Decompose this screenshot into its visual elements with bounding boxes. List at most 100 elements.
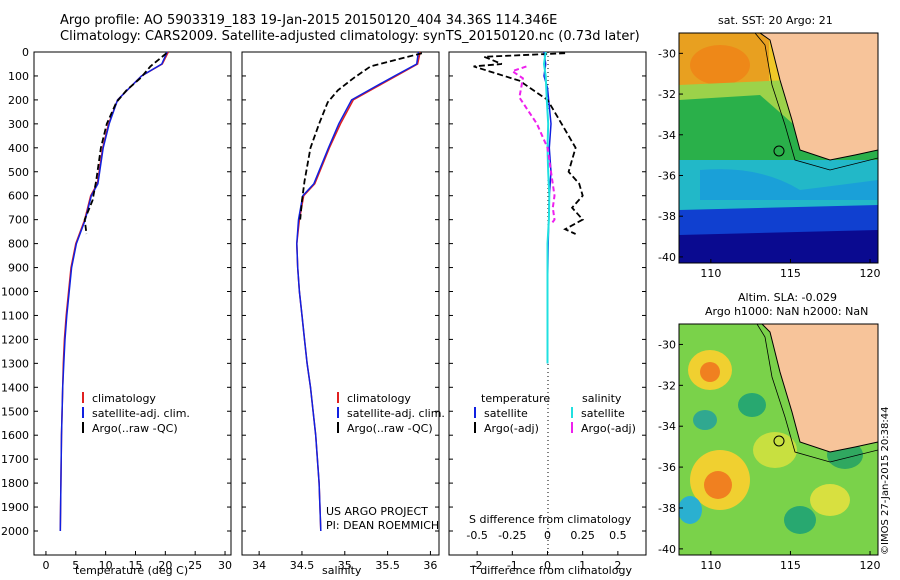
header-line-2: Climatology: CARS2009. Satellite-adjuste… bbox=[60, 29, 640, 44]
temperature-argo-line bbox=[83, 52, 168, 235]
temperature-x-tick-label: 25 bbox=[188, 559, 202, 572]
t-difference-x-tick-label: 1 bbox=[579, 559, 586, 572]
legend-swatch bbox=[337, 407, 339, 418]
series-layer bbox=[59, 51, 585, 532]
difference-x-axis: -2 -1 0 1 2 bbox=[472, 551, 621, 572]
legend-swatch bbox=[571, 422, 573, 433]
legend-swatch bbox=[82, 407, 84, 418]
depth-tick-label: 900 bbox=[8, 262, 29, 275]
temperature-x-tick-label: 30 bbox=[218, 559, 232, 572]
t-difference-x-tick-label: -1 bbox=[507, 559, 518, 572]
legend-swatch bbox=[571, 407, 573, 418]
legend-swatch bbox=[337, 422, 339, 433]
depth-tick-label: 1700 bbox=[1, 453, 29, 466]
legend-swatch bbox=[474, 422, 476, 433]
legend-label: Argo(..raw -QC) bbox=[347, 422, 433, 435]
s-difference-tick-label: -0.25 bbox=[498, 529, 526, 542]
temperature-x-tick-label: 5 bbox=[72, 559, 79, 572]
salinity-satellite-line bbox=[296, 51, 420, 532]
legend-item-argo: Argo(..raw -QC) bbox=[333, 421, 445, 436]
depth-tick-label: 800 bbox=[8, 238, 29, 251]
temperature-climatology-line bbox=[59, 51, 169, 532]
legend-label: Argo(..raw -QC) bbox=[92, 422, 178, 435]
legend-item-satellite: satellite-adj. clim. bbox=[333, 406, 445, 421]
legend-item-temp-argo: Argo(-adj) bbox=[474, 421, 550, 436]
salinity-argo-line bbox=[299, 52, 423, 220]
depth-tick-label: 600 bbox=[8, 190, 29, 203]
legend-label: satellite-adj. clim. bbox=[92, 407, 190, 420]
sal-diff-argo-line bbox=[510, 65, 556, 225]
temperature-satellite-line bbox=[59, 51, 168, 532]
legend-swatch bbox=[82, 392, 84, 403]
legend-label: climatology bbox=[92, 392, 156, 405]
sst-map-title: sat. SST: 20 Argo: 21 bbox=[718, 14, 833, 27]
legend-label: satellite bbox=[484, 407, 528, 420]
temperature-panel-frame bbox=[33, 51, 232, 556]
t-difference-x-tick-label: 0 bbox=[544, 559, 551, 572]
legend-label: Argo(-adj) bbox=[484, 422, 539, 435]
salinity-x-tick-label: 35.5 bbox=[375, 559, 400, 572]
depth-tick-label: 1600 bbox=[1, 429, 29, 442]
s-difference-x-axis: -0.5 -0.25 0 0.25 0.5 bbox=[466, 529, 626, 542]
temperature-x-tick-label: 10 bbox=[99, 559, 113, 572]
temperature-x-tick-label: 0 bbox=[42, 559, 49, 572]
depth-tick-label: 500 bbox=[8, 166, 29, 179]
salinity-x-tick-label: 36 bbox=[423, 559, 437, 572]
salinity-x-axis: 34 34.5 35 35.5 36 bbox=[252, 551, 437, 572]
legend-label: satellite-adj. clim. bbox=[347, 407, 445, 420]
s-difference-tick-label: 0.25 bbox=[570, 529, 595, 542]
depth-tick-label: 0 bbox=[22, 46, 29, 59]
s-difference-tick-label: -0.5 bbox=[466, 529, 487, 542]
salinity-x-tick-label: 35 bbox=[338, 559, 352, 572]
salinity-x-tick-label: 34.5 bbox=[290, 559, 315, 572]
project-credit: US ARGO PROJECT PI: DEAN ROEMMICH bbox=[326, 505, 439, 533]
salinity-panel-frame bbox=[241, 51, 440, 556]
temperature-x-tick-label: 15 bbox=[128, 559, 142, 572]
sla-map-title-2: Argo h1000: NaN h2000: NaN bbox=[705, 305, 869, 318]
temperature-xlabel: temperature (deg C) bbox=[75, 564, 189, 577]
legend-label: satellite bbox=[581, 407, 625, 420]
depth-tick-label: 1100 bbox=[1, 309, 29, 322]
legend-item-argo: Argo(..raw -QC) bbox=[78, 421, 190, 436]
legend-swatch bbox=[474, 407, 476, 418]
salinity-x-tick-label: 34 bbox=[252, 559, 266, 572]
legend-item-climatology: climatology bbox=[78, 391, 190, 406]
salinity-xlabel: salinity bbox=[322, 564, 362, 577]
s-difference-xlabel: S difference from climatology bbox=[469, 513, 632, 526]
depth-tick-label: 1300 bbox=[1, 357, 29, 370]
legend-title-temperature: temperature bbox=[481, 392, 551, 405]
project-line-2: PI: DEAN ROEMMICH bbox=[326, 519, 440, 532]
depth-tick-label: 2000 bbox=[1, 525, 29, 538]
sla-map-title-1: Altim. SLA: -0.029 bbox=[738, 291, 838, 304]
legend-item-climatology: climatology bbox=[333, 391, 445, 406]
temp-diff-legend: temperature satellite Argo(-adj) bbox=[474, 391, 551, 436]
temperature-x-tick-label: 20 bbox=[158, 559, 172, 572]
sal-diff-legend: salinity satellite Argo(-adj) bbox=[571, 391, 636, 436]
t-difference-x-tick-label: -2 bbox=[472, 559, 483, 572]
depth-tick-label: 1000 bbox=[1, 286, 29, 299]
legend-swatch bbox=[337, 392, 339, 403]
sal-diff-satellite-line bbox=[542, 51, 551, 364]
temp-diff-argo-line bbox=[473, 52, 585, 235]
salinity-legend: climatology satellite-adj. clim. Argo(..… bbox=[333, 391, 445, 436]
s-difference-tick-label: 0.5 bbox=[609, 529, 627, 542]
depth-tick-label: 1400 bbox=[1, 381, 29, 394]
depth-tick-label: 1200 bbox=[1, 333, 29, 346]
legend-label: climatology bbox=[347, 392, 411, 405]
depth-tick-label: 1800 bbox=[1, 477, 29, 490]
depth-tick-label: 200 bbox=[8, 94, 29, 107]
legend-item-sal-argo: Argo(-adj) bbox=[571, 421, 636, 436]
legend-title-salinity: salinity bbox=[582, 392, 622, 405]
salinity-climatology-line bbox=[296, 51, 421, 532]
depth-axis: 0 100 200 300 400 500 600 700 800 900 1000 1100 1200… bbox=[1, 46, 646, 538]
legend-item-temp-satellite: satellite bbox=[474, 406, 550, 421]
legend-item-sal-satellite: satellite bbox=[571, 406, 636, 421]
depth-tick-label: 1500 bbox=[1, 405, 29, 418]
legend-item-satellite: satellite-adj. clim. bbox=[78, 406, 190, 421]
depth-tick-label: 700 bbox=[8, 214, 29, 227]
t-difference-x-tick-label: 2 bbox=[614, 559, 621, 572]
depth-tick-label: 1900 bbox=[1, 501, 29, 514]
project-line-1: US ARGO PROJECT bbox=[326, 505, 428, 518]
